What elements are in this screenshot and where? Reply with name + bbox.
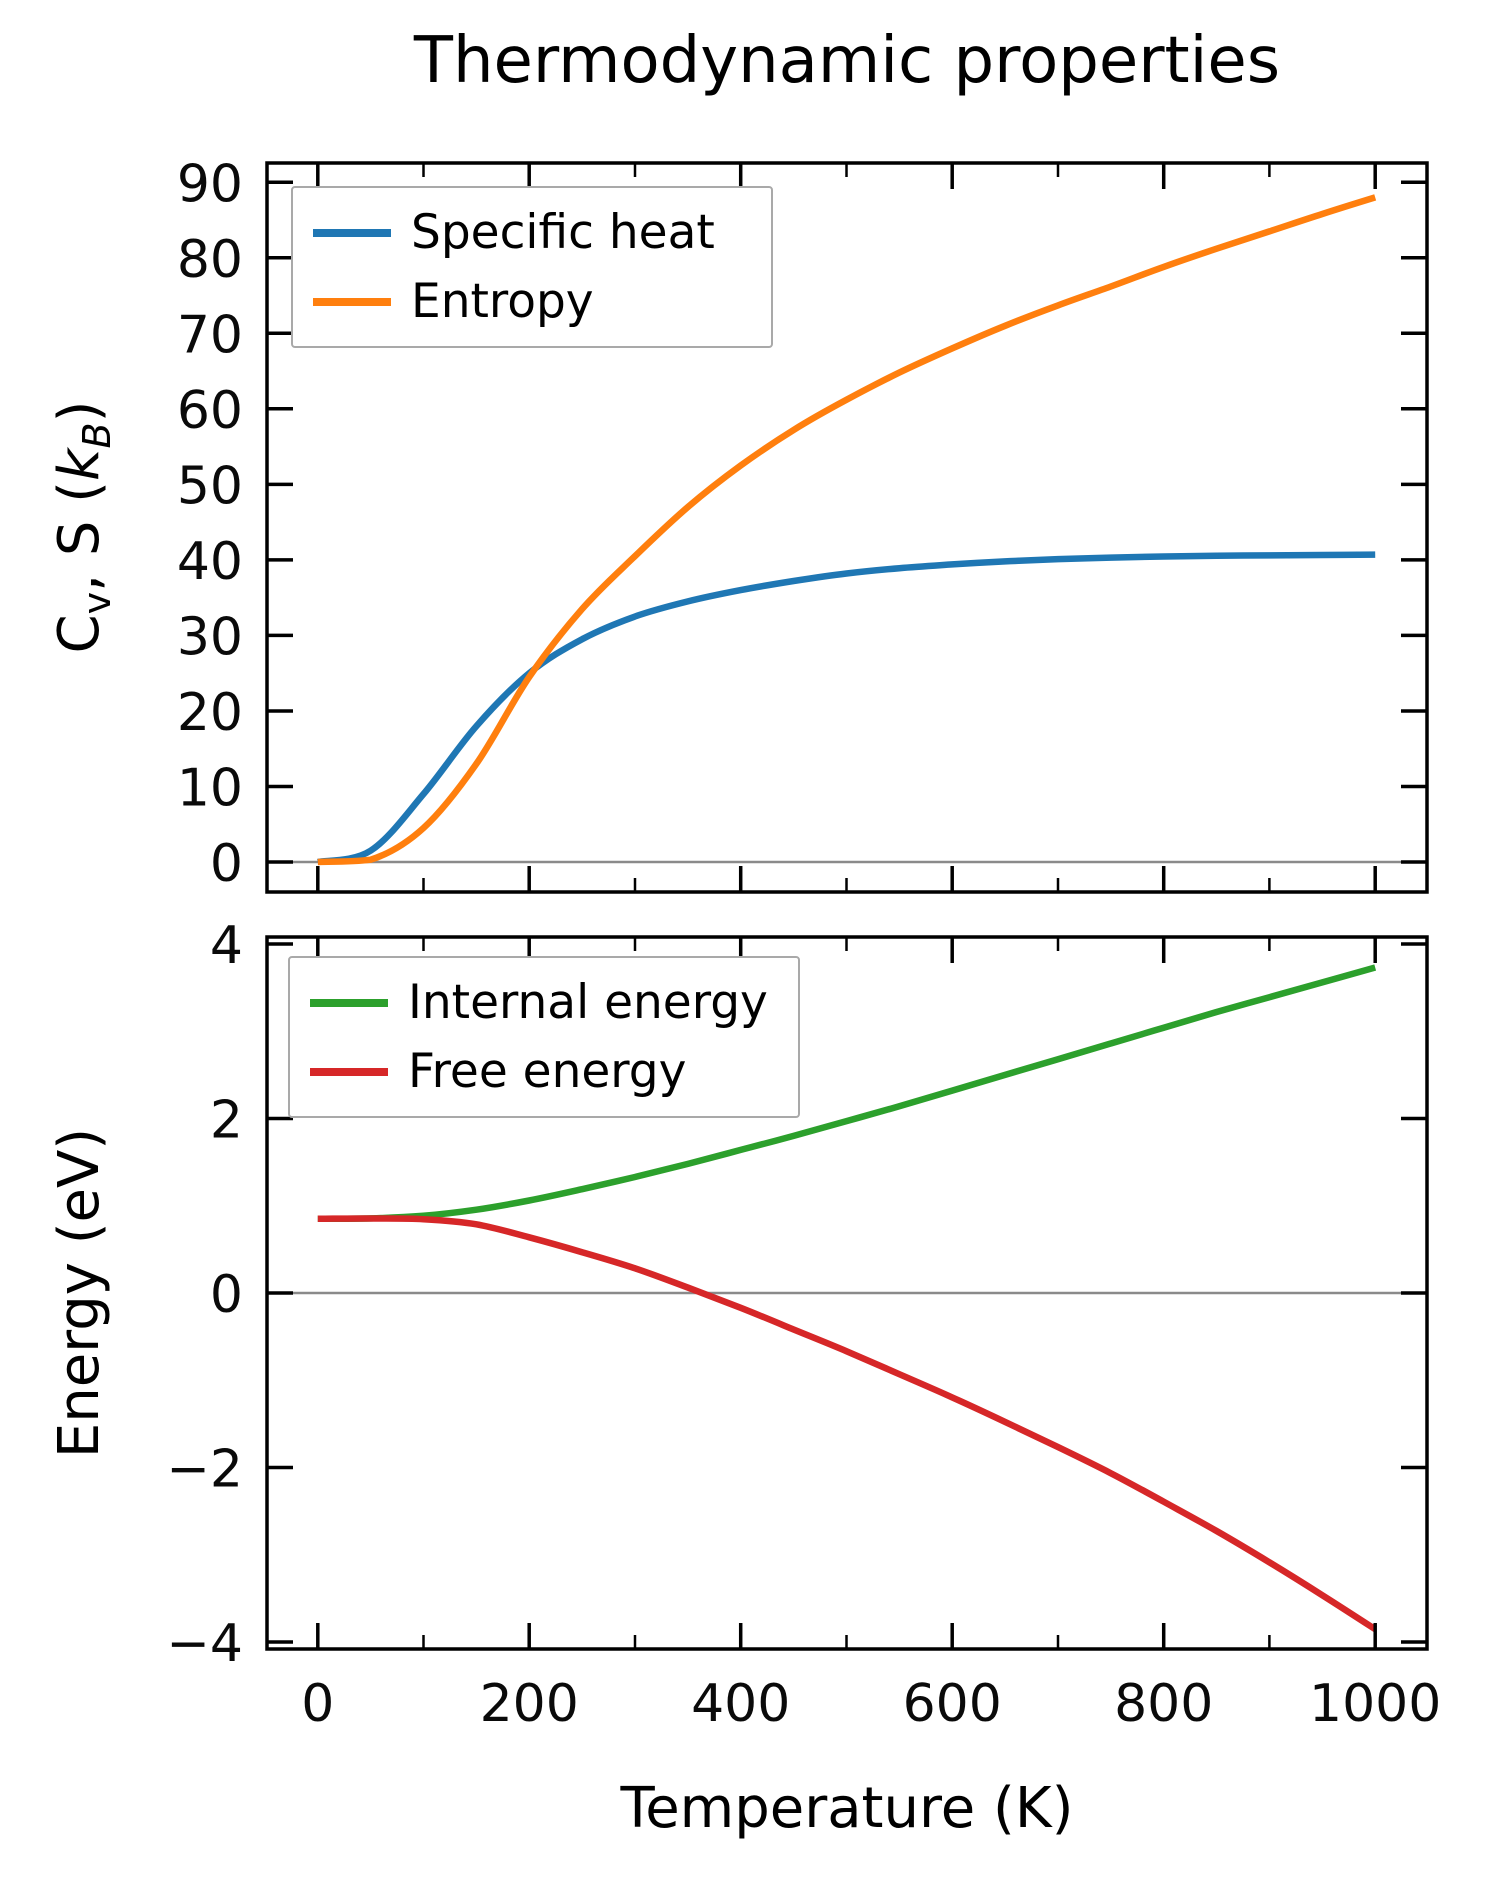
legend-item-specific-heat: Specific heat	[313, 205, 743, 260]
legend-label-internal-energy: Internal energy	[408, 975, 768, 1030]
x-tick-label: 800	[1114, 1674, 1213, 1734]
y-tick-label: 0	[210, 1265, 243, 1325]
ylabel-top-mid: , S (	[47, 480, 112, 592]
ylabel-top-k: k	[47, 448, 112, 481]
x-tick-label: 1000	[1309, 1674, 1441, 1734]
y-tick-label: −4	[166, 1614, 243, 1674]
y-axis-label-bottom: Energy (eV)	[47, 1127, 112, 1459]
y-tick-label: 2	[210, 1091, 243, 1151]
ylabel-top-sub-B: B	[75, 422, 120, 449]
legend-line-free-energy	[310, 1067, 388, 1076]
x-tick-label: 200	[480, 1674, 579, 1734]
legend-bottom: Internal energy Free energy	[288, 956, 800, 1118]
y-tick-label: 0	[210, 834, 243, 894]
ylabel-top-close: )	[47, 400, 112, 423]
y-tick-label: 90	[177, 155, 243, 215]
y-tick-label: 40	[177, 532, 243, 592]
y-tick-label: 20	[177, 683, 243, 743]
figure-title: Thermodynamic properties	[413, 24, 1281, 98]
legend-line-internal-energy	[310, 998, 388, 1007]
specific-heat-curve	[317, 551, 1376, 866]
y-tick-label: 80	[177, 230, 243, 290]
y-tick-label: −2	[166, 1440, 243, 1500]
x-axis-label: Temperature (K)	[620, 1776, 1074, 1841]
y-tick-label: 60	[177, 381, 243, 441]
legend-line-specific-heat	[313, 228, 391, 237]
entropy-curve	[317, 194, 1377, 866]
y-tick-label: 10	[177, 759, 243, 819]
legend-label-entropy: Entropy	[411, 274, 594, 329]
y-tick-label: 4	[210, 916, 243, 976]
y-tick-label: 30	[177, 608, 243, 668]
panel-bottom: −4 −2 0 2 4 0 200 400 600 800 1000	[166, 916, 1441, 1734]
y-axis-label-top: Cv, S (kB)	[43, 147, 120, 907]
panel-top: 0 10 20 30 40 50 60 70 80 90	[177, 155, 1429, 894]
legend-item-internal-energy: Internal energy	[310, 975, 770, 1030]
legend-item-free-energy: Free energy	[310, 1044, 770, 1099]
internal-energy-curve	[317, 964, 1377, 1223]
x-tick-label: 400	[691, 1674, 790, 1734]
x-tick-label: 0	[301, 1674, 334, 1734]
ylabel-top-sub-v: v	[75, 591, 120, 615]
legend-label-specific-heat: Specific heat	[411, 205, 715, 260]
legend-item-entropy: Entropy	[313, 274, 743, 329]
legend-label-free-energy: Free energy	[408, 1044, 687, 1099]
legend-line-entropy	[313, 297, 391, 306]
x-tick-label: 600	[903, 1674, 1002, 1734]
y-tick-label: 70	[177, 306, 243, 366]
legend-top: Specific heat Entropy	[291, 186, 773, 348]
ylabel-top-C: C	[47, 614, 112, 654]
free-energy-curve	[317, 1215, 1377, 1632]
y-tick-label: 50	[177, 457, 243, 517]
